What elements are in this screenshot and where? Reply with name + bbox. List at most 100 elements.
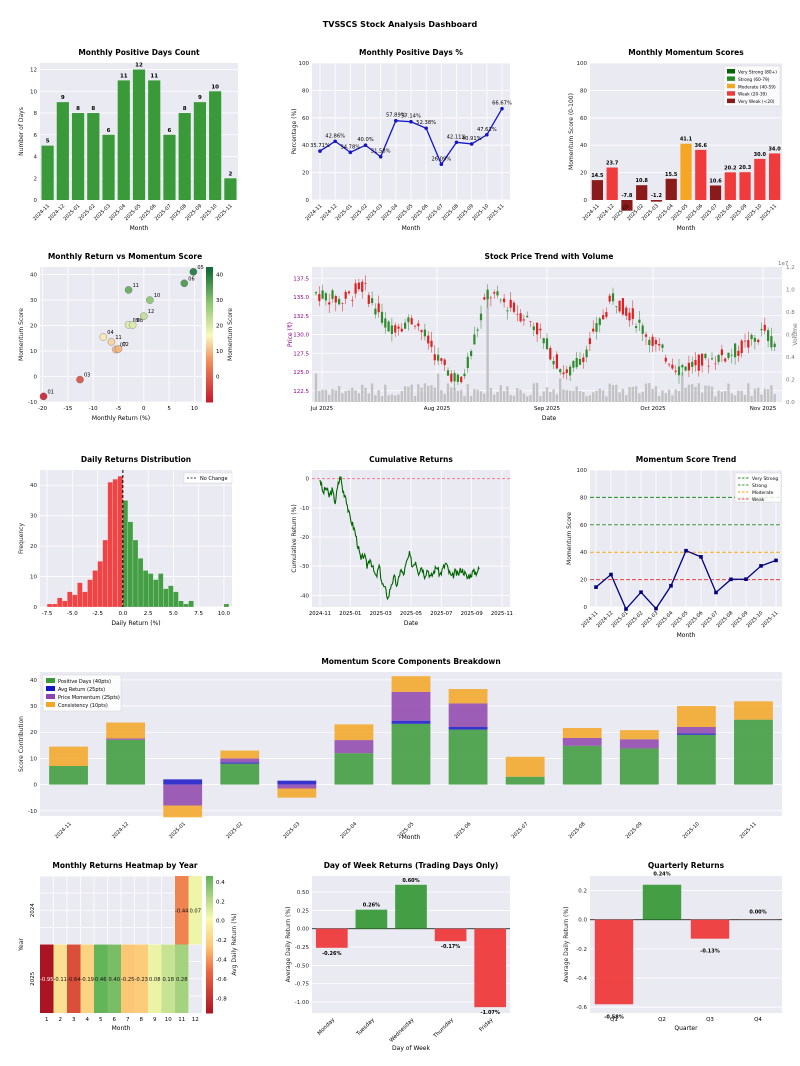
colorbar-segment bbox=[206, 962, 213, 966]
bar bbox=[650, 200, 663, 202]
volume-bar bbox=[403, 386, 407, 402]
data-point bbox=[669, 583, 673, 588]
stack-segment bbox=[220, 762, 260, 764]
volume-bar bbox=[341, 393, 344, 402]
legend-label: Very Strong (80+) bbox=[738, 70, 777, 76]
heatmap-cell bbox=[94, 944, 108, 1013]
x-axis-label: Month bbox=[402, 225, 421, 232]
volume-bar bbox=[664, 393, 667, 402]
candle-body bbox=[595, 323, 598, 332]
y-tick-label: -0.75 bbox=[295, 982, 310, 988]
chart-daily-returns-distribution: 0 10 20 30 40 -7.5 -5.0 -2.5 0.0 2.5 5.0 7.5 10.0 No … bbox=[18, 455, 233, 627]
y-tick-label: 80 bbox=[580, 88, 587, 94]
volume-bar bbox=[691, 384, 694, 402]
y-tick-label: 0.00 bbox=[297, 927, 310, 933]
bar-value-label: 6 bbox=[107, 128, 111, 134]
candle-body bbox=[757, 339, 760, 343]
bar-value-label: 41.1 bbox=[680, 137, 693, 143]
x-tick-label: -10 bbox=[89, 406, 98, 412]
candle-body bbox=[661, 344, 664, 348]
candle-body bbox=[466, 356, 469, 369]
candle-body bbox=[631, 308, 634, 319]
data-label: 57.89% bbox=[386, 113, 406, 119]
candle-body bbox=[773, 343, 776, 348]
volume-bar bbox=[380, 396, 384, 402]
candle-body bbox=[417, 323, 420, 327]
point-label: 09 bbox=[133, 318, 139, 324]
candle-body bbox=[714, 363, 717, 365]
colorbar-segment bbox=[206, 990, 213, 993]
volume-bar bbox=[671, 395, 674, 402]
legend-label: No Change bbox=[200, 476, 228, 482]
candle-body bbox=[763, 324, 766, 331]
bar-value-label: 8 bbox=[183, 106, 187, 112]
x-tick-label: 2.5 bbox=[144, 611, 153, 617]
y-tick-label: 30 bbox=[30, 298, 37, 304]
candle-body bbox=[674, 370, 677, 372]
colorbar-segment bbox=[206, 1010, 213, 1014]
legend: No Change bbox=[183, 472, 233, 484]
volume-bar bbox=[766, 389, 770, 402]
colorbar-segment bbox=[206, 384, 213, 387]
volume-bar bbox=[717, 390, 720, 402]
stack-segment bbox=[391, 723, 431, 785]
colorbar-segment bbox=[206, 397, 213, 401]
stack-segment bbox=[277, 788, 317, 798]
candle-body bbox=[473, 334, 476, 345]
heatmap-cell bbox=[175, 876, 189, 945]
x-tick-label: 2025-07 bbox=[430, 611, 452, 617]
candle-body bbox=[717, 355, 720, 362]
bar bbox=[594, 919, 634, 1005]
chart-positive-days-pct: 0 20 40 60 80 100 35.71% 42.86% 34.78%40.0% 31.58… bbox=[291, 48, 512, 232]
volume-bar bbox=[638, 393, 641, 402]
candle-body bbox=[341, 303, 344, 304]
candle-body bbox=[562, 372, 565, 375]
volume-bar bbox=[694, 386, 697, 402]
y-tick-label: -0.2 bbox=[576, 947, 587, 953]
bar-value-label: 0.26% bbox=[363, 903, 380, 909]
y-tick-label: 0 bbox=[34, 783, 38, 789]
colorbar-segment bbox=[206, 928, 213, 932]
candle-body bbox=[635, 326, 638, 328]
y-tick-label: 0.25 bbox=[297, 908, 310, 914]
candle-body bbox=[615, 306, 618, 307]
bar-value-label: 20.3 bbox=[739, 165, 752, 171]
candle-body bbox=[400, 328, 403, 332]
y-tick-label: 4 bbox=[34, 155, 38, 161]
volume-bar bbox=[707, 385, 710, 402]
y-tick-label: 60 bbox=[580, 523, 587, 529]
y-tick-label: 40 bbox=[30, 483, 37, 489]
colorbar-segment bbox=[206, 917, 213, 920]
volume-bar bbox=[489, 388, 493, 402]
colorbar-segment bbox=[206, 958, 213, 961]
data-label: 35.71% bbox=[310, 143, 330, 149]
x-tick-label: Tuesday bbox=[355, 1017, 376, 1038]
data-label: 57.14% bbox=[401, 114, 421, 120]
x-axis-label: Daily Return (%) bbox=[111, 620, 160, 627]
legend-label: Weak bbox=[752, 497, 765, 503]
y-tick-label: 0.2 bbox=[578, 889, 587, 895]
colorbar-segment bbox=[206, 1006, 213, 1009]
colorbar-segment bbox=[206, 905, 213, 909]
cell-label: 0.18 bbox=[162, 977, 174, 983]
legend-swatch bbox=[727, 83, 735, 89]
candle-body bbox=[324, 293, 327, 301]
volume-bar bbox=[737, 390, 740, 402]
bar bbox=[621, 200, 633, 211]
scatter-point bbox=[140, 312, 148, 320]
volume-bar bbox=[687, 384, 691, 402]
candle-body bbox=[509, 299, 512, 308]
y-axis-label: Cumulative Return (%) bbox=[291, 504, 298, 572]
colorbar-tick: -0.2 bbox=[216, 938, 227, 944]
y-tick-label: -30 bbox=[300, 564, 309, 570]
x-axis-label: Month bbox=[112, 1025, 131, 1032]
x-tick-label: 0 bbox=[142, 406, 146, 412]
data-point bbox=[469, 142, 474, 146]
candle-body bbox=[651, 336, 654, 346]
colorbar-segment bbox=[206, 359, 213, 362]
heatmap-cell bbox=[175, 944, 189, 1013]
y-tick-label: 80 bbox=[580, 495, 587, 501]
volume-bar bbox=[684, 387, 687, 402]
bar bbox=[41, 145, 54, 200]
volume-bar bbox=[413, 395, 417, 402]
